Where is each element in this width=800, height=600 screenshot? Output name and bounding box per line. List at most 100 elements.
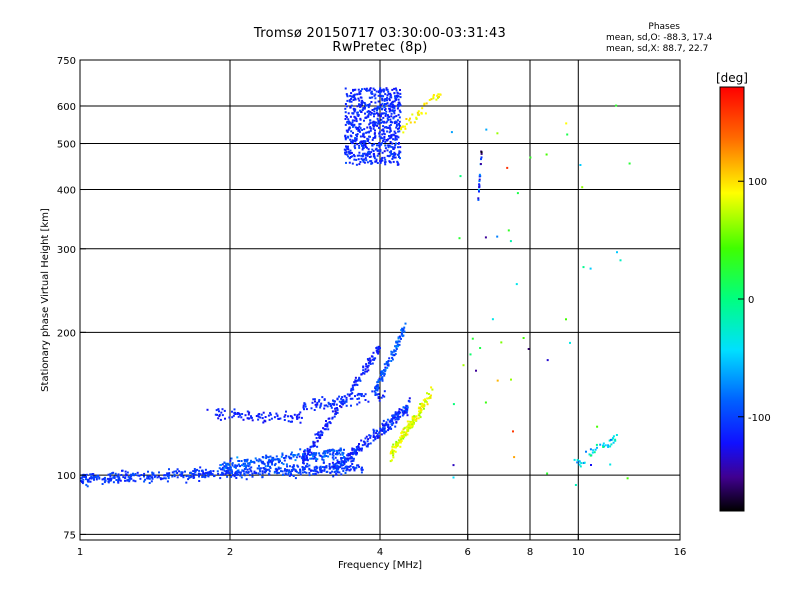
data-point	[279, 417, 282, 420]
data-point	[312, 457, 315, 460]
data-point	[393, 146, 396, 149]
data-point	[395, 115, 398, 118]
data-point	[224, 466, 227, 469]
data-point	[322, 452, 325, 455]
data-point	[393, 105, 396, 108]
data-point	[372, 153, 375, 156]
data-point	[345, 145, 347, 148]
data-point	[384, 163, 387, 166]
data-point	[351, 448, 354, 451]
data-point	[233, 411, 236, 414]
data-point	[387, 104, 390, 107]
data-point	[344, 138, 347, 141]
data-point	[90, 477, 93, 480]
data-point	[325, 465, 328, 468]
data-point	[255, 415, 258, 417]
data-point	[362, 365, 365, 368]
data-point	[202, 475, 205, 478]
data-point	[500, 341, 503, 344]
data-point	[182, 476, 185, 479]
data-point	[333, 400, 336, 403]
data-point	[232, 414, 235, 417]
data-point	[136, 474, 139, 477]
data-point	[358, 144, 361, 147]
data-point	[402, 328, 405, 331]
data-point	[98, 476, 101, 479]
data-point	[347, 112, 350, 115]
data-point	[362, 107, 365, 109]
data-point	[401, 414, 404, 417]
data-point	[217, 417, 220, 420]
data-point	[389, 128, 392, 131]
data-point	[284, 414, 287, 417]
data-point	[478, 178, 481, 181]
data-point	[353, 469, 356, 472]
data-point	[273, 471, 276, 474]
data-point	[599, 443, 602, 446]
data-point	[159, 477, 162, 480]
data-point	[264, 469, 267, 472]
data-point	[166, 480, 169, 483]
data-point	[368, 131, 370, 134]
data-point	[202, 474, 205, 477]
data-point	[313, 409, 316, 411]
data-point	[91, 476, 94, 479]
data-point	[361, 466, 363, 469]
data-point	[402, 406, 405, 409]
data-point	[323, 407, 326, 410]
data-point	[608, 439, 611, 442]
data-point	[404, 322, 407, 325]
data-point	[373, 110, 376, 113]
data-point	[383, 428, 386, 431]
data-point	[379, 94, 382, 97]
data-point	[237, 415, 240, 418]
data-point	[450, 131, 453, 134]
data-point	[332, 451, 335, 454]
data-point	[362, 144, 365, 147]
data-point	[219, 473, 222, 476]
data-point	[388, 110, 391, 113]
data-point	[496, 235, 499, 238]
data-point	[397, 113, 400, 116]
data-point	[469, 353, 472, 356]
data-point	[366, 104, 369, 107]
data-point	[377, 350, 380, 353]
data-point	[379, 87, 382, 90]
data-point	[391, 445, 394, 448]
data-point	[438, 95, 440, 98]
data-point	[207, 473, 209, 476]
data-point	[404, 125, 406, 128]
data-point	[180, 471, 183, 474]
data-point	[392, 456, 395, 459]
data-point	[478, 186, 481, 189]
data-point	[349, 106, 352, 109]
data-point	[398, 441, 401, 444]
data-point	[117, 480, 120, 483]
data-point	[278, 467, 281, 470]
data-point	[199, 466, 202, 469]
data-point	[328, 465, 331, 468]
data-point	[432, 97, 435, 100]
data-point	[219, 464, 222, 466]
data-point	[352, 457, 355, 460]
data-point	[614, 438, 617, 441]
data-point	[478, 180, 481, 183]
data-point	[331, 461, 334, 464]
data-point	[361, 129, 364, 131]
data-point	[340, 397, 343, 400]
data-point	[273, 416, 276, 419]
data-point	[168, 468, 170, 471]
data-point	[374, 107, 376, 110]
data-point	[352, 388, 355, 391]
data-point	[375, 393, 378, 396]
data-point	[358, 130, 361, 133]
data-point	[394, 95, 396, 98]
data-point	[399, 445, 402, 448]
data-point	[357, 88, 360, 91]
data-point	[426, 397, 429, 400]
data-point	[308, 450, 311, 453]
data-point	[611, 438, 614, 441]
data-point	[352, 112, 355, 115]
data-point	[316, 401, 319, 404]
data-point	[426, 392, 428, 395]
